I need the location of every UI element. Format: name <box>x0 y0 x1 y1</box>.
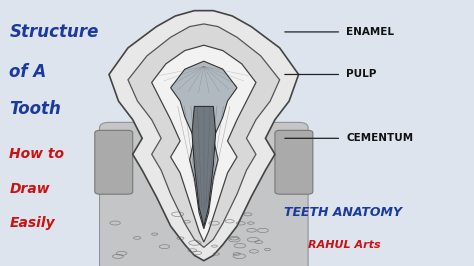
Text: ENAMEL: ENAMEL <box>346 27 394 37</box>
FancyBboxPatch shape <box>100 122 308 266</box>
Text: CEMENTUM: CEMENTUM <box>346 133 413 143</box>
Polygon shape <box>128 24 280 247</box>
Text: RAHUL Arts: RAHUL Arts <box>308 240 381 250</box>
FancyBboxPatch shape <box>95 130 133 194</box>
Text: Draw: Draw <box>9 182 50 196</box>
Text: of A: of A <box>9 63 47 81</box>
Text: TEETH ANATOMY: TEETH ANATOMY <box>284 206 402 219</box>
FancyBboxPatch shape <box>275 130 313 194</box>
Text: How to: How to <box>9 147 64 161</box>
Polygon shape <box>192 106 216 226</box>
Text: Easily: Easily <box>9 217 55 230</box>
Text: Tooth: Tooth <box>9 100 61 118</box>
Polygon shape <box>171 61 237 229</box>
Polygon shape <box>109 11 299 261</box>
Text: Structure: Structure <box>9 23 99 41</box>
Text: PULP: PULP <box>346 69 376 80</box>
Polygon shape <box>152 45 256 242</box>
